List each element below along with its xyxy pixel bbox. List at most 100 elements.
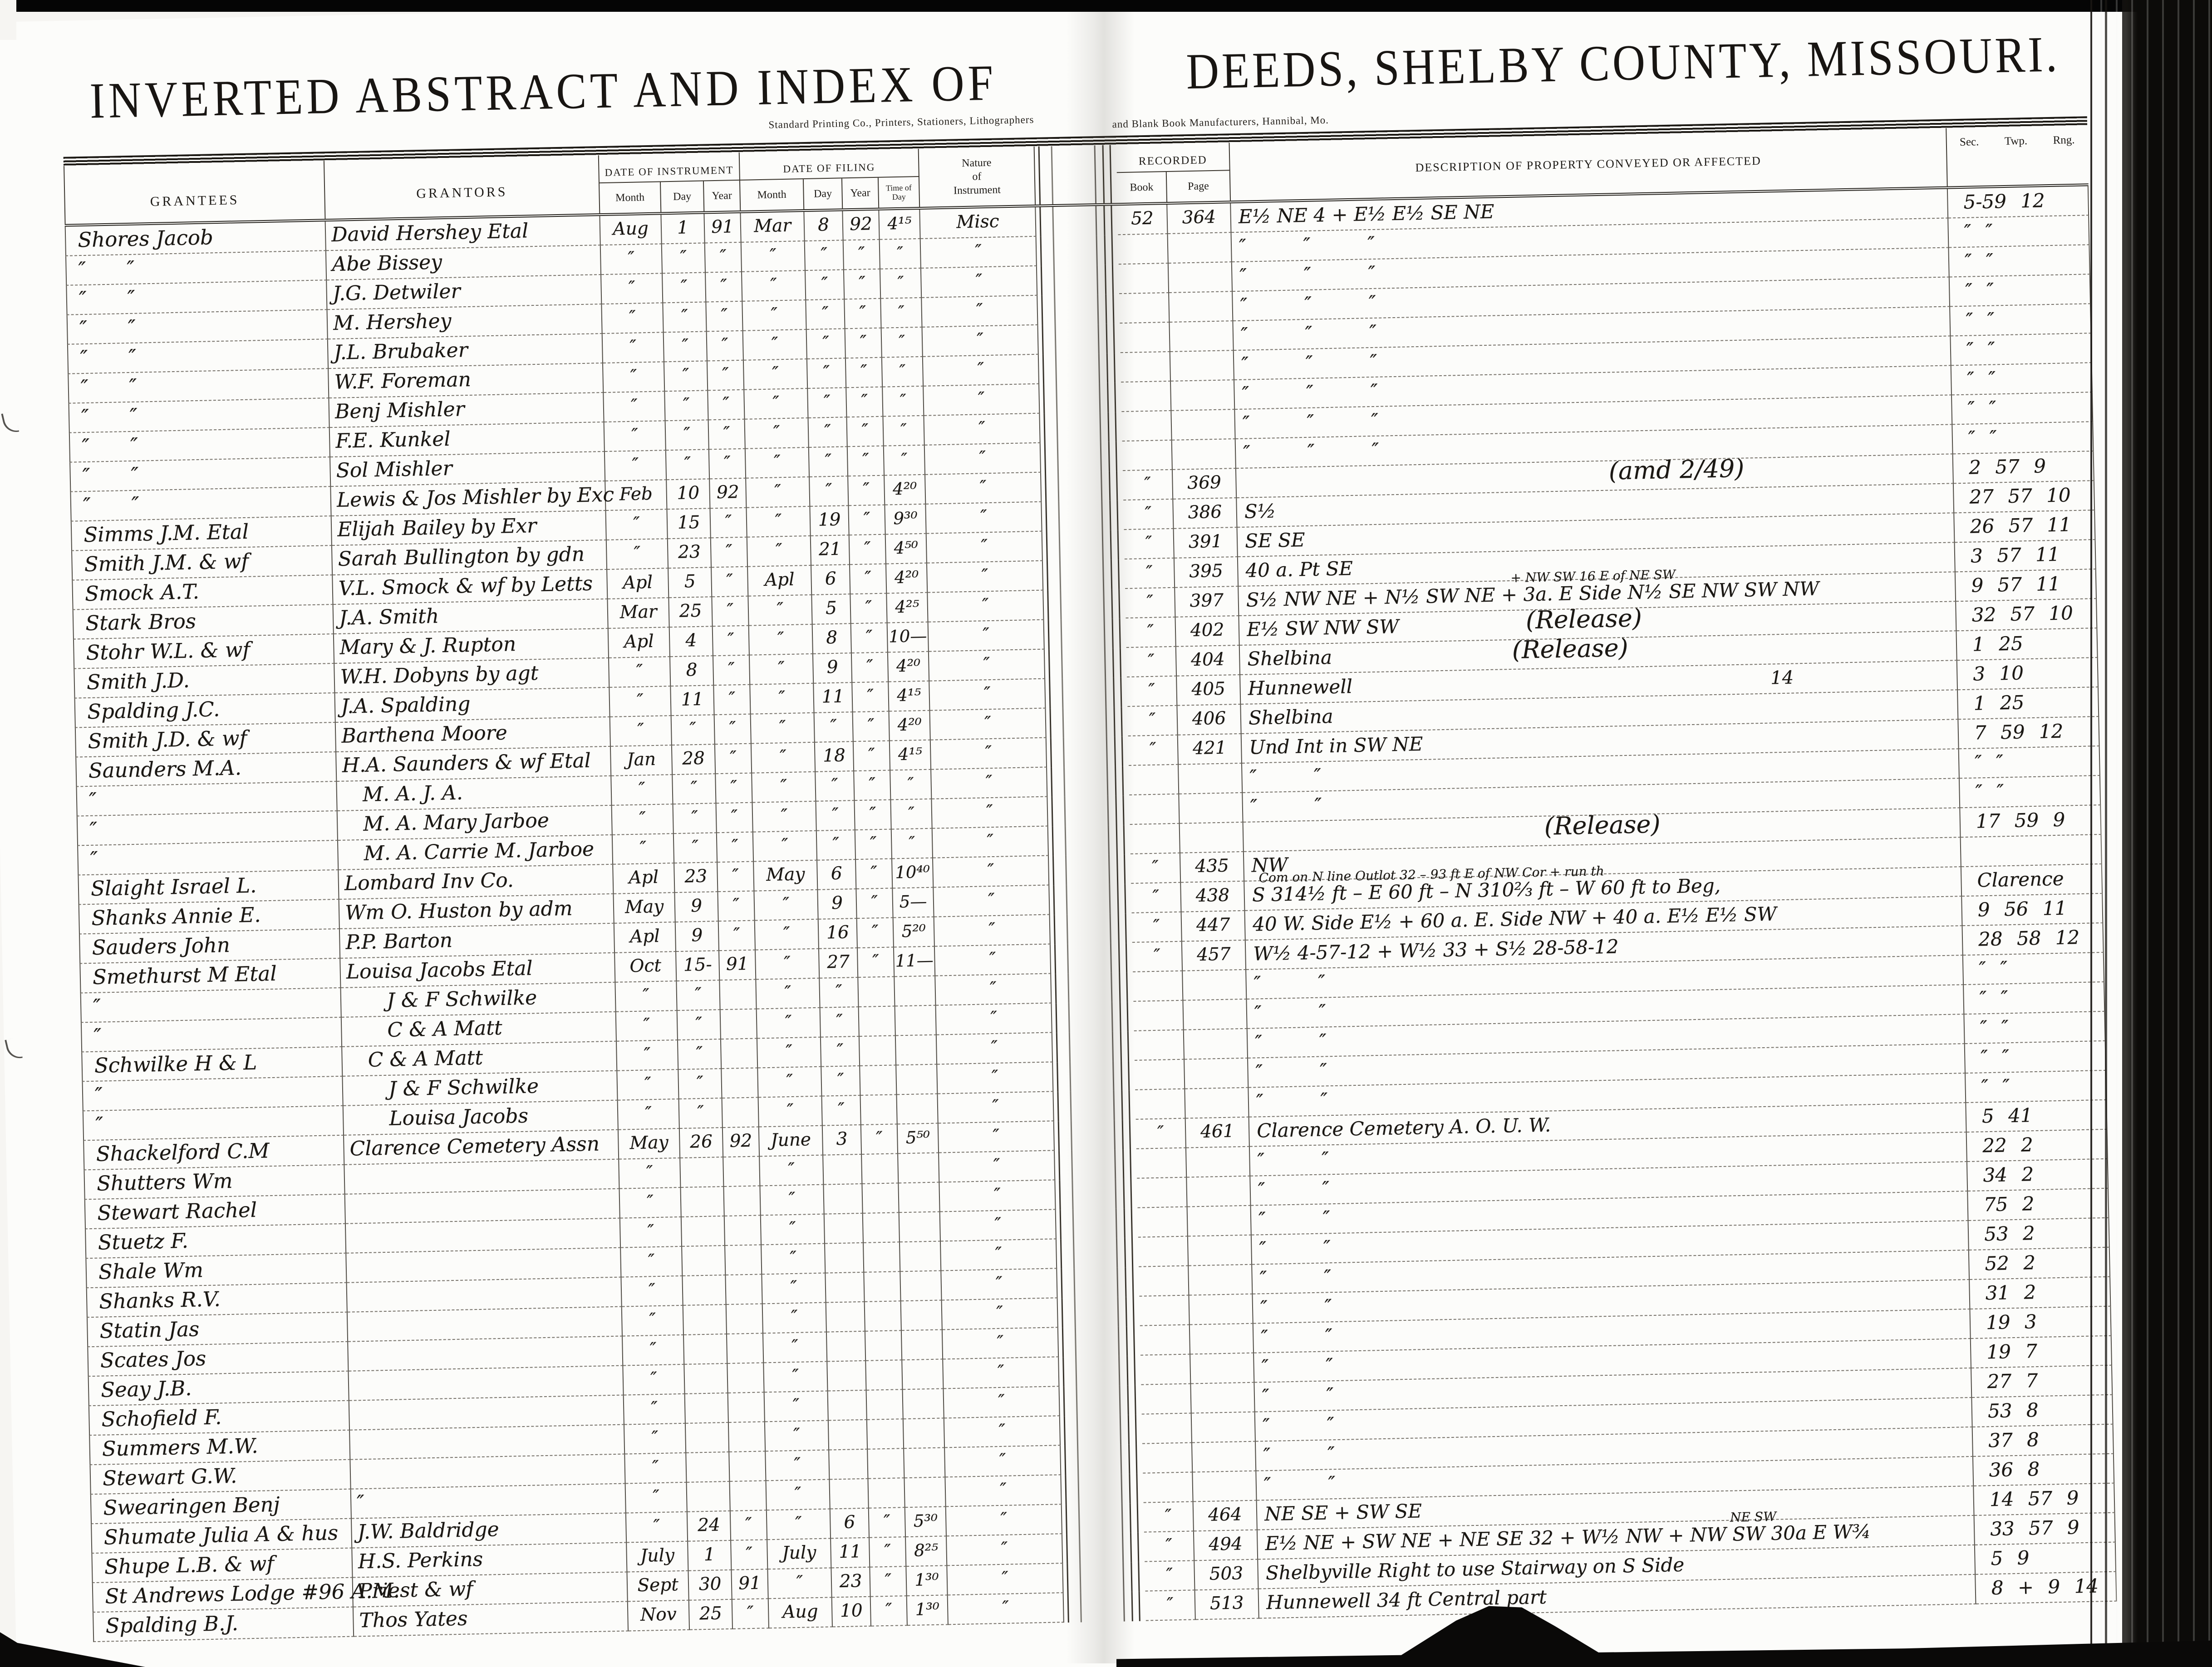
filing-day-cell: 18 <box>815 742 855 772</box>
filing-month-cell: July <box>767 1539 832 1570</box>
instrument-day-cell: ″ <box>673 774 717 805</box>
instrument-year-cell <box>726 1275 763 1305</box>
filing-month-cell: ″ <box>765 1421 830 1452</box>
time-of-day-cell: ″ <box>884 445 926 476</box>
time-of-day-cell <box>901 1300 943 1331</box>
book-cell: ″ <box>1127 706 1178 736</box>
grantee-cell: Stark Bros <box>72 605 334 640</box>
book-cell: ″ <box>1131 912 1182 943</box>
grantor-cell <box>345 1218 621 1254</box>
grantor-cell: Priest & wf <box>353 1572 628 1608</box>
page-cell <box>1168 262 1233 293</box>
instrument-day-cell: ″ <box>671 715 715 746</box>
sec-twp-rng-cell: 9 57 11 <box>1955 569 2097 602</box>
grantee-cell: Smith J.M. & wf <box>71 546 333 581</box>
grantee-cell: Seay J.B. <box>88 1371 349 1407</box>
sec-twp-rng-cell: ″ ″ <box>1951 333 2092 366</box>
instrument-year-cell: ″ <box>732 1599 770 1629</box>
grantee-cell: ″ ″ <box>67 339 329 374</box>
time-of-day-cell: 4²⁰ <box>888 652 930 682</box>
time-of-day-cell <box>897 1094 939 1125</box>
filing-year-cell: ″ <box>869 1508 906 1538</box>
filing-day-cell: 8 <box>812 624 852 654</box>
instrument-month-cell: ″ <box>616 1011 678 1042</box>
grantee-cell: Shanks Annie E. <box>78 899 340 935</box>
instrument-month-cell: ″ <box>621 1276 683 1307</box>
grantor-cell: M. A. J. A. <box>337 776 612 811</box>
filing-day-cell: ″ <box>814 712 854 743</box>
description-text: ″ ″ <box>1262 1413 1335 1437</box>
filing-month-cell: ″ <box>768 1568 832 1599</box>
filing-year-cell: ″ <box>855 800 892 831</box>
page-cell: 447 <box>1181 911 1246 942</box>
instrument-day-cell <box>685 1422 730 1453</box>
filing-year-cell: ″ <box>846 387 884 418</box>
column-header-time-of-day: Time of Day <box>878 177 920 208</box>
grantor-cell <box>344 1159 620 1195</box>
filing-day-cell: 11 <box>814 683 853 713</box>
grantee-cell: St Andrews Lodge #96 A.M. <box>92 1578 400 1613</box>
instrument-month-cell: ″ <box>624 1423 687 1455</box>
page-cell <box>1169 292 1234 323</box>
filing-year-cell: ″ <box>847 417 884 447</box>
grantor-cell: P.P. Barton <box>339 923 615 959</box>
nature-cell: ″ <box>931 767 1048 799</box>
filing-year-cell: ″ <box>845 299 882 329</box>
grantee-cell: Scates Jos <box>87 1342 349 1377</box>
column-header-grantors: GRANTORS <box>324 155 600 219</box>
instrument-year-cell <box>720 980 757 1010</box>
filing-year-cell <box>868 1449 905 1479</box>
instrument-month-cell: ″ <box>620 1217 683 1248</box>
grantee-cell: Schofield F. <box>88 1401 350 1436</box>
grantee-cell: Smith J.D. <box>74 664 335 699</box>
book-cell <box>1129 794 1180 825</box>
book-cell: ″ <box>1145 1561 1195 1592</box>
column-header-instrument-day: Day <box>660 181 705 212</box>
page-cell <box>1192 1441 1257 1473</box>
page-cell: 395 <box>1174 557 1239 588</box>
page-cell <box>1172 439 1236 470</box>
filing-day-cell <box>826 1272 865 1303</box>
page-title-right: DEEDS, SHELBY COUNTY, MISSOURI. <box>1185 25 2060 100</box>
filing-year-cell: ″ <box>848 476 885 506</box>
grantee-cell: Summers M.W. <box>89 1430 351 1466</box>
column-header-sec-twp-rng: Sec. Twp. Rng. <box>1947 125 2089 186</box>
description-text: ″ ″ <box>1256 1088 1328 1113</box>
grantor-cell: C & A Matt <box>342 1041 618 1077</box>
sec-twp-rng-cell: ″ ″ <box>1963 952 2105 985</box>
instrument-day-cell: 25 <box>669 597 713 628</box>
page-cell: 405 <box>1177 675 1241 706</box>
nature-cell: ″ <box>938 1092 1054 1124</box>
grantor-cell: Barthena Moore <box>335 717 611 753</box>
page-cell <box>1187 1176 1251 1207</box>
description-text: ″ ″ <box>1259 1265 1332 1289</box>
filing-day-cell <box>826 1302 865 1333</box>
instrument-day-cell: 9 <box>675 922 720 952</box>
nature-cell: ″ <box>943 1357 1060 1389</box>
time-of-day-cell <box>900 1241 942 1272</box>
time-of-day-cell <box>900 1271 942 1302</box>
filing-day-cell: ″ <box>821 1066 861 1097</box>
filing-day-cell <box>826 1331 866 1362</box>
description-text: E½ SW NW SW <box>1246 615 1399 641</box>
filing-year-cell <box>860 1065 897 1096</box>
instrument-day-cell: ″ <box>677 1010 721 1041</box>
margin-scribble <box>5 1037 23 1061</box>
sec-twp-rng-cell: 26 57 11 <box>1954 510 2096 543</box>
instrument-month-cell: ″ <box>617 1070 679 1101</box>
instrument-month-cell: ″ <box>602 333 664 364</box>
grantor-cell: David Hershey Etal <box>325 216 601 251</box>
description-text: S½ <box>1244 500 1276 523</box>
sec-twp-rng-cell: ″ ″ <box>1951 392 2094 425</box>
nature-cell: ″ <box>939 1180 1056 1212</box>
filing-year-cell <box>866 1360 903 1391</box>
instrument-day-cell <box>681 1216 726 1247</box>
time-of-day-cell: ″ <box>883 416 925 446</box>
description-text: Shelbyville Right to use Stairway on S S… <box>1265 1553 1685 1584</box>
grantee-cell: Swearingen Benj <box>90 1489 352 1525</box>
filing-month-cell: ″ <box>742 300 807 331</box>
grantor-cell <box>350 1454 626 1490</box>
nature-cell: ″ <box>942 1298 1058 1330</box>
grantor-cell: Wm O. Huston by adm <box>339 894 614 929</box>
column-header-date-of-instrument: DATE OF INSTRUMENT <box>599 152 740 184</box>
